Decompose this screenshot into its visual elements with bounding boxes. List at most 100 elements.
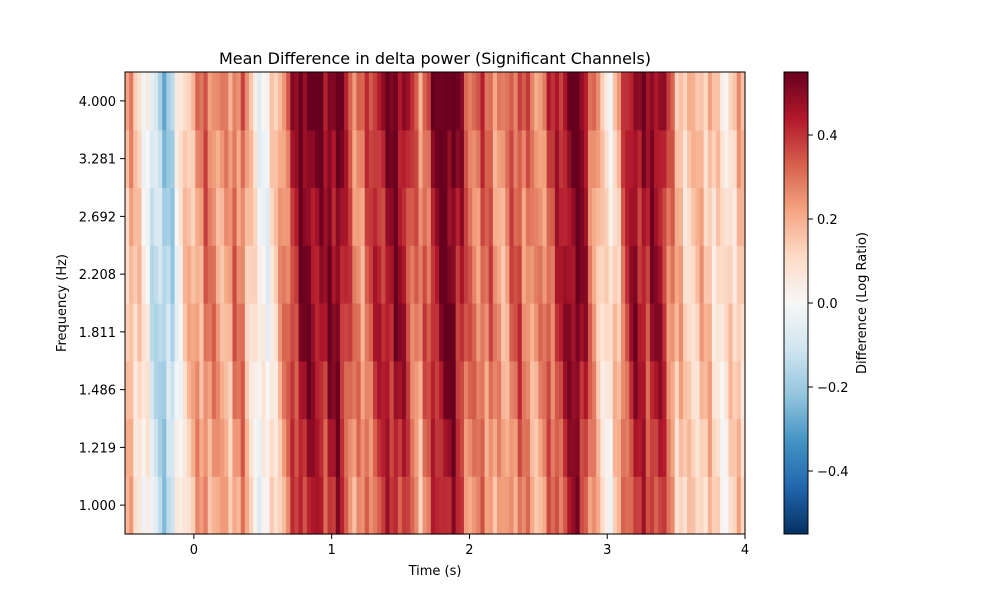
heatmap-cell: [302, 72, 308, 131]
heatmap-cell: [517, 187, 523, 246]
heatmap-cell: [505, 360, 510, 420]
heatmap-cell: [195, 418, 200, 477]
heatmap-cell: [699, 303, 705, 362]
heatmap-cell: [492, 303, 498, 362]
heatmap-cell: [649, 72, 655, 131]
heatmap-cell: [505, 187, 510, 246]
heatmap-cell: [352, 129, 358, 189]
heatmap-cell: [484, 360, 490, 420]
heatmap-cell: [224, 129, 229, 189]
heatmap-cell: [716, 418, 721, 477]
heatmap-cell: [707, 303, 713, 362]
heatmap-cell: [534, 72, 539, 131]
heatmap-cell: [178, 72, 184, 131]
heatmap-cell: [678, 129, 684, 189]
heatmap-cell: [683, 360, 688, 420]
heatmap-cell: [716, 360, 721, 420]
heatmap-cell: [389, 72, 395, 131]
heatmap-cell: [137, 187, 143, 246]
heatmap-cell: [178, 418, 184, 477]
heatmap-cell: [484, 72, 490, 131]
heatmap-cell: [401, 360, 407, 420]
heatmap-cell: [699, 129, 705, 189]
heatmap-cell: [711, 245, 717, 304]
heatmap-cell: [335, 187, 341, 246]
heatmap-cell: [323, 476, 329, 535]
heatmap-cell: [670, 360, 676, 420]
heatmap-cell: [583, 245, 589, 304]
heatmap-cell: [397, 245, 403, 304]
heatmap-cell: [538, 476, 544, 535]
heatmap-cell: [294, 476, 300, 535]
heatmap-cell: [484, 187, 490, 246]
heatmap-cell: [220, 360, 225, 420]
heatmap-cell: [261, 245, 267, 304]
heatmap-cell: [488, 303, 494, 362]
heatmap-cell: [166, 418, 172, 477]
heatmap-cell: [625, 360, 630, 420]
heatmap-cell: [645, 360, 651, 420]
heatmap-cell: [583, 129, 589, 189]
heatmap-cell: [621, 476, 626, 535]
heatmap-cell: [236, 303, 242, 362]
heatmap-cell: [525, 187, 531, 246]
heatmap-cell: [182, 418, 188, 477]
heatmap-cell: [410, 129, 415, 189]
heatmap-cell: [649, 418, 655, 477]
heatmap-cell: [583, 476, 589, 535]
heatmap-cell: [621, 303, 626, 362]
heatmap-cell: [401, 303, 407, 362]
heatmap-cell: [331, 187, 337, 246]
heatmap-cell: [149, 303, 155, 362]
heatmap-cell: [244, 360, 250, 420]
heatmap-cell: [236, 72, 242, 131]
heatmap-cell: [282, 476, 287, 535]
heatmap-cell: [170, 418, 176, 477]
heatmap-cell: [381, 72, 386, 131]
heatmap-cell: [393, 72, 399, 131]
heatmap-cell: [129, 418, 134, 477]
heatmap-cell: [397, 187, 403, 246]
heatmap-cell: [674, 303, 680, 362]
heatmap-cell: [488, 360, 494, 420]
heatmap-cell: [674, 476, 680, 535]
heatmap-cell: [141, 72, 147, 131]
heatmap-cell: [339, 187, 345, 246]
heatmap-cell: [377, 245, 382, 304]
heatmap-cell: [373, 418, 378, 477]
heatmap-cell: [703, 245, 709, 304]
heatmap-cell: [125, 476, 130, 535]
heatmap-cell: [348, 418, 353, 477]
heatmap-cell: [364, 245, 370, 304]
heatmap-cell: [662, 360, 668, 420]
heatmap-cell: [629, 129, 634, 189]
heatmap-cell: [162, 303, 167, 362]
heatmap-cell: [174, 303, 180, 362]
heatmap-cell: [476, 245, 482, 304]
heatmap-cell: [468, 187, 473, 246]
heatmap-cell: [282, 187, 287, 246]
heatmap-cell: [253, 72, 258, 131]
heatmap-cell: [137, 72, 143, 131]
heatmap-cell: [707, 187, 713, 246]
heatmap-cell: [600, 360, 606, 420]
heatmap-cell: [207, 129, 213, 189]
heatmap-cell: [294, 360, 300, 420]
heatmap-cell: [559, 129, 564, 189]
heatmap-cell: [517, 245, 523, 304]
heatmap-cell: [327, 476, 333, 535]
heatmap-cell: [211, 418, 217, 477]
heatmap-cell: [695, 129, 701, 189]
heatmap-cell: [323, 245, 329, 304]
heatmap-cell: [447, 187, 453, 246]
heatmap-cell: [525, 129, 531, 189]
heatmap-cell: [517, 303, 523, 362]
heatmap-cell: [720, 418, 725, 477]
heatmap-cell: [703, 476, 709, 535]
heatmap-cell: [273, 187, 279, 246]
heatmap-cell: [612, 476, 618, 535]
heatmap-cell: [137, 476, 143, 535]
heatmap-cell: [716, 187, 721, 246]
heatmap-cell: [637, 187, 643, 246]
heatmap-cell: [149, 187, 155, 246]
